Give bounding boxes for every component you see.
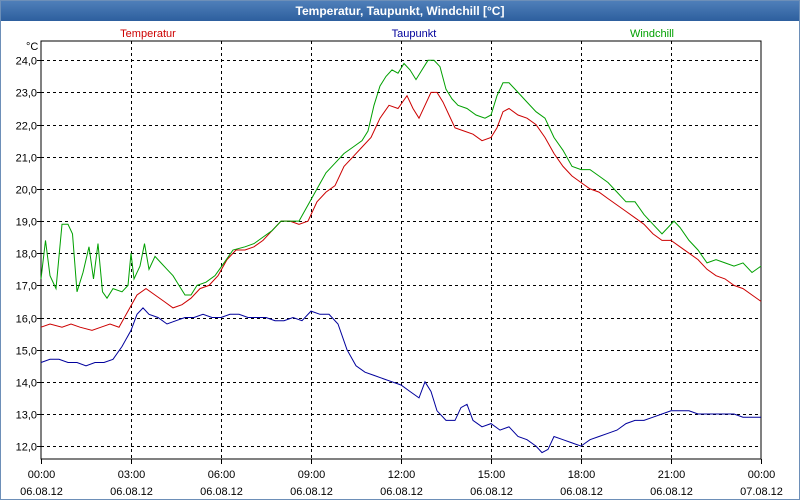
legend-temperatur: Temperatur	[120, 28, 176, 40]
legend-taupunkt: Taupunkt	[392, 28, 437, 40]
y-tick-label: 23,0	[16, 88, 37, 100]
x-tick-date: 06.08.12	[290, 486, 333, 498]
x-tick-time: 09:00	[298, 469, 326, 481]
x-tick-date: 06.08.12	[200, 486, 243, 498]
series-line-temperatur	[40, 91, 762, 331]
x-tick-time: 00:00	[748, 469, 776, 481]
y-tick-label: 12,0	[16, 442, 37, 454]
y-tick-label: 22,0	[16, 121, 37, 133]
y-tick-label: 15,0	[16, 346, 37, 358]
x-tick-date: 06.08.12	[650, 486, 693, 498]
y-tick-label: 14,0	[16, 378, 37, 390]
x-tick-date: 06.08.12	[380, 486, 423, 498]
legend-windchill: Windchill	[630, 28, 674, 40]
series-line-windchill	[40, 59, 762, 300]
y-tick-label: 19,0	[16, 217, 37, 229]
x-tick-date: 06.08.12	[110, 486, 153, 498]
x-tick-time: 00:00	[28, 469, 56, 481]
x-tick-date: 06.08.12	[470, 486, 513, 498]
y-tick-label: 21,0	[16, 153, 37, 165]
y-tick-label: 24,0	[16, 56, 37, 68]
y-tick-label: 13,0	[16, 410, 37, 422]
x-tick-date: 06.08.12	[20, 486, 63, 498]
y-tick-label: 20,0	[16, 185, 37, 197]
x-tick-time: 03:00	[118, 469, 146, 481]
window-title: Temperatur, Taupunkt, Windchill [°C]	[1, 1, 799, 21]
series-line-taupunkt	[40, 307, 761, 454]
y-tick-label: 16,0	[16, 314, 37, 326]
y-tick-label: 17,0	[16, 281, 37, 293]
y-tick-label: 18,0	[16, 249, 37, 261]
x-tick-time: 06:00	[208, 469, 236, 481]
x-tick-time: 15:00	[478, 469, 506, 481]
x-tick-time: 12:00	[388, 469, 416, 481]
x-tick-date: 06.08.12	[560, 486, 603, 498]
x-tick-time: 21:00	[658, 469, 686, 481]
x-tick-time: 18:00	[568, 469, 596, 481]
y-axis-label: °C	[26, 41, 38, 53]
x-tick-date: 07.08.12	[740, 486, 783, 498]
